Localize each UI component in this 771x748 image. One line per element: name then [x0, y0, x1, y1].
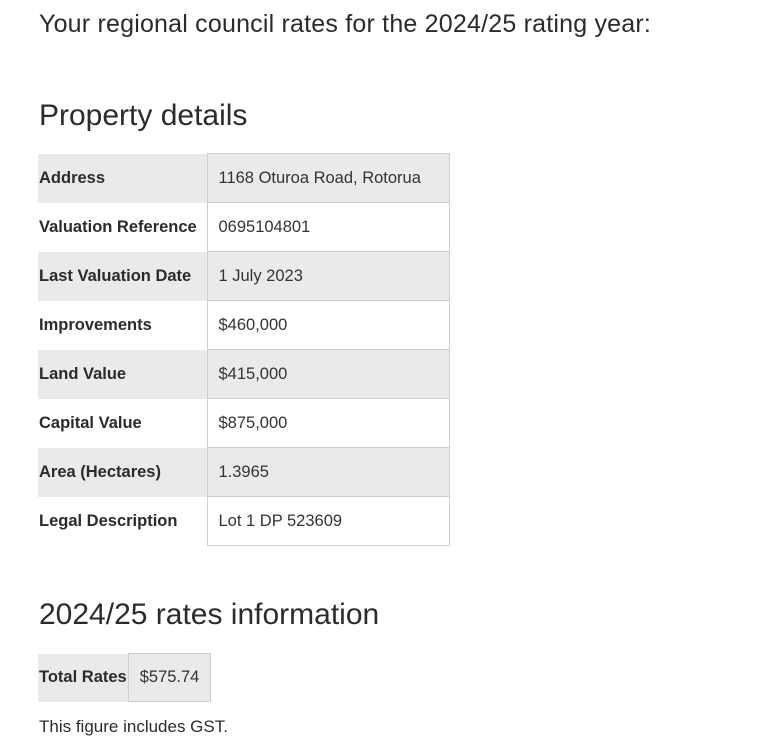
row-value: 1.3965: [206, 447, 450, 497]
row-label: Legal Description: [39, 511, 178, 530]
row-label: Land Value: [38, 349, 207, 399]
rates-information-heading: 2024/25 rates information: [39, 598, 380, 631]
table-row-area: Area (Hectares) 1.3965: [38, 447, 450, 497]
row-value: 0695104801: [206, 202, 450, 252]
gst-note: This figure includes GST.: [39, 717, 228, 736]
table-row-total-rates: Total Rates $575.74: [38, 653, 212, 702]
property-details-table: Address 1168 Oturoa Road, Rotorua Valuat…: [38, 153, 450, 546]
row-label: Valuation Reference: [39, 217, 197, 236]
table-row-capital-value: Capital Value $875,000: [38, 398, 450, 448]
page-intro: Your regional council rates for the 2024…: [39, 10, 652, 38]
table-row-legal-description: Legal Description Lot 1 DP 523609: [38, 496, 450, 546]
table-row-valuation-reference: Valuation Reference 0695104801: [38, 202, 450, 252]
row-value: Lot 1 DP 523609: [206, 496, 450, 546]
property-details-heading: Property details: [39, 99, 248, 132]
row-value: $415,000: [206, 349, 450, 399]
row-label: Address: [38, 153, 207, 203]
total-rates-table: Total Rates $575.74: [38, 653, 212, 702]
row-value: 1168 Oturoa Road, Rotorua: [206, 153, 450, 203]
row-label: Area (Hectares): [38, 447, 207, 497]
table-row-address: Address 1168 Oturoa Road, Rotorua: [38, 153, 450, 203]
table-row-improvements: Improvements $460,000: [38, 300, 450, 350]
total-rates-label: Total Rates: [38, 653, 129, 702]
table-row-last-valuation-date: Last Valuation Date 1 July 2023: [38, 251, 450, 301]
row-value: $875,000: [206, 398, 450, 448]
row-label: Capital Value: [39, 413, 142, 432]
row-value: 1 July 2023: [206, 251, 450, 301]
row-label: Last Valuation Date: [38, 251, 207, 301]
row-value: $460,000: [206, 300, 450, 350]
row-label: Improvements: [39, 315, 152, 334]
total-rates-value: $575.74: [127, 653, 212, 702]
table-row-land-value: Land Value $415,000: [38, 349, 450, 399]
